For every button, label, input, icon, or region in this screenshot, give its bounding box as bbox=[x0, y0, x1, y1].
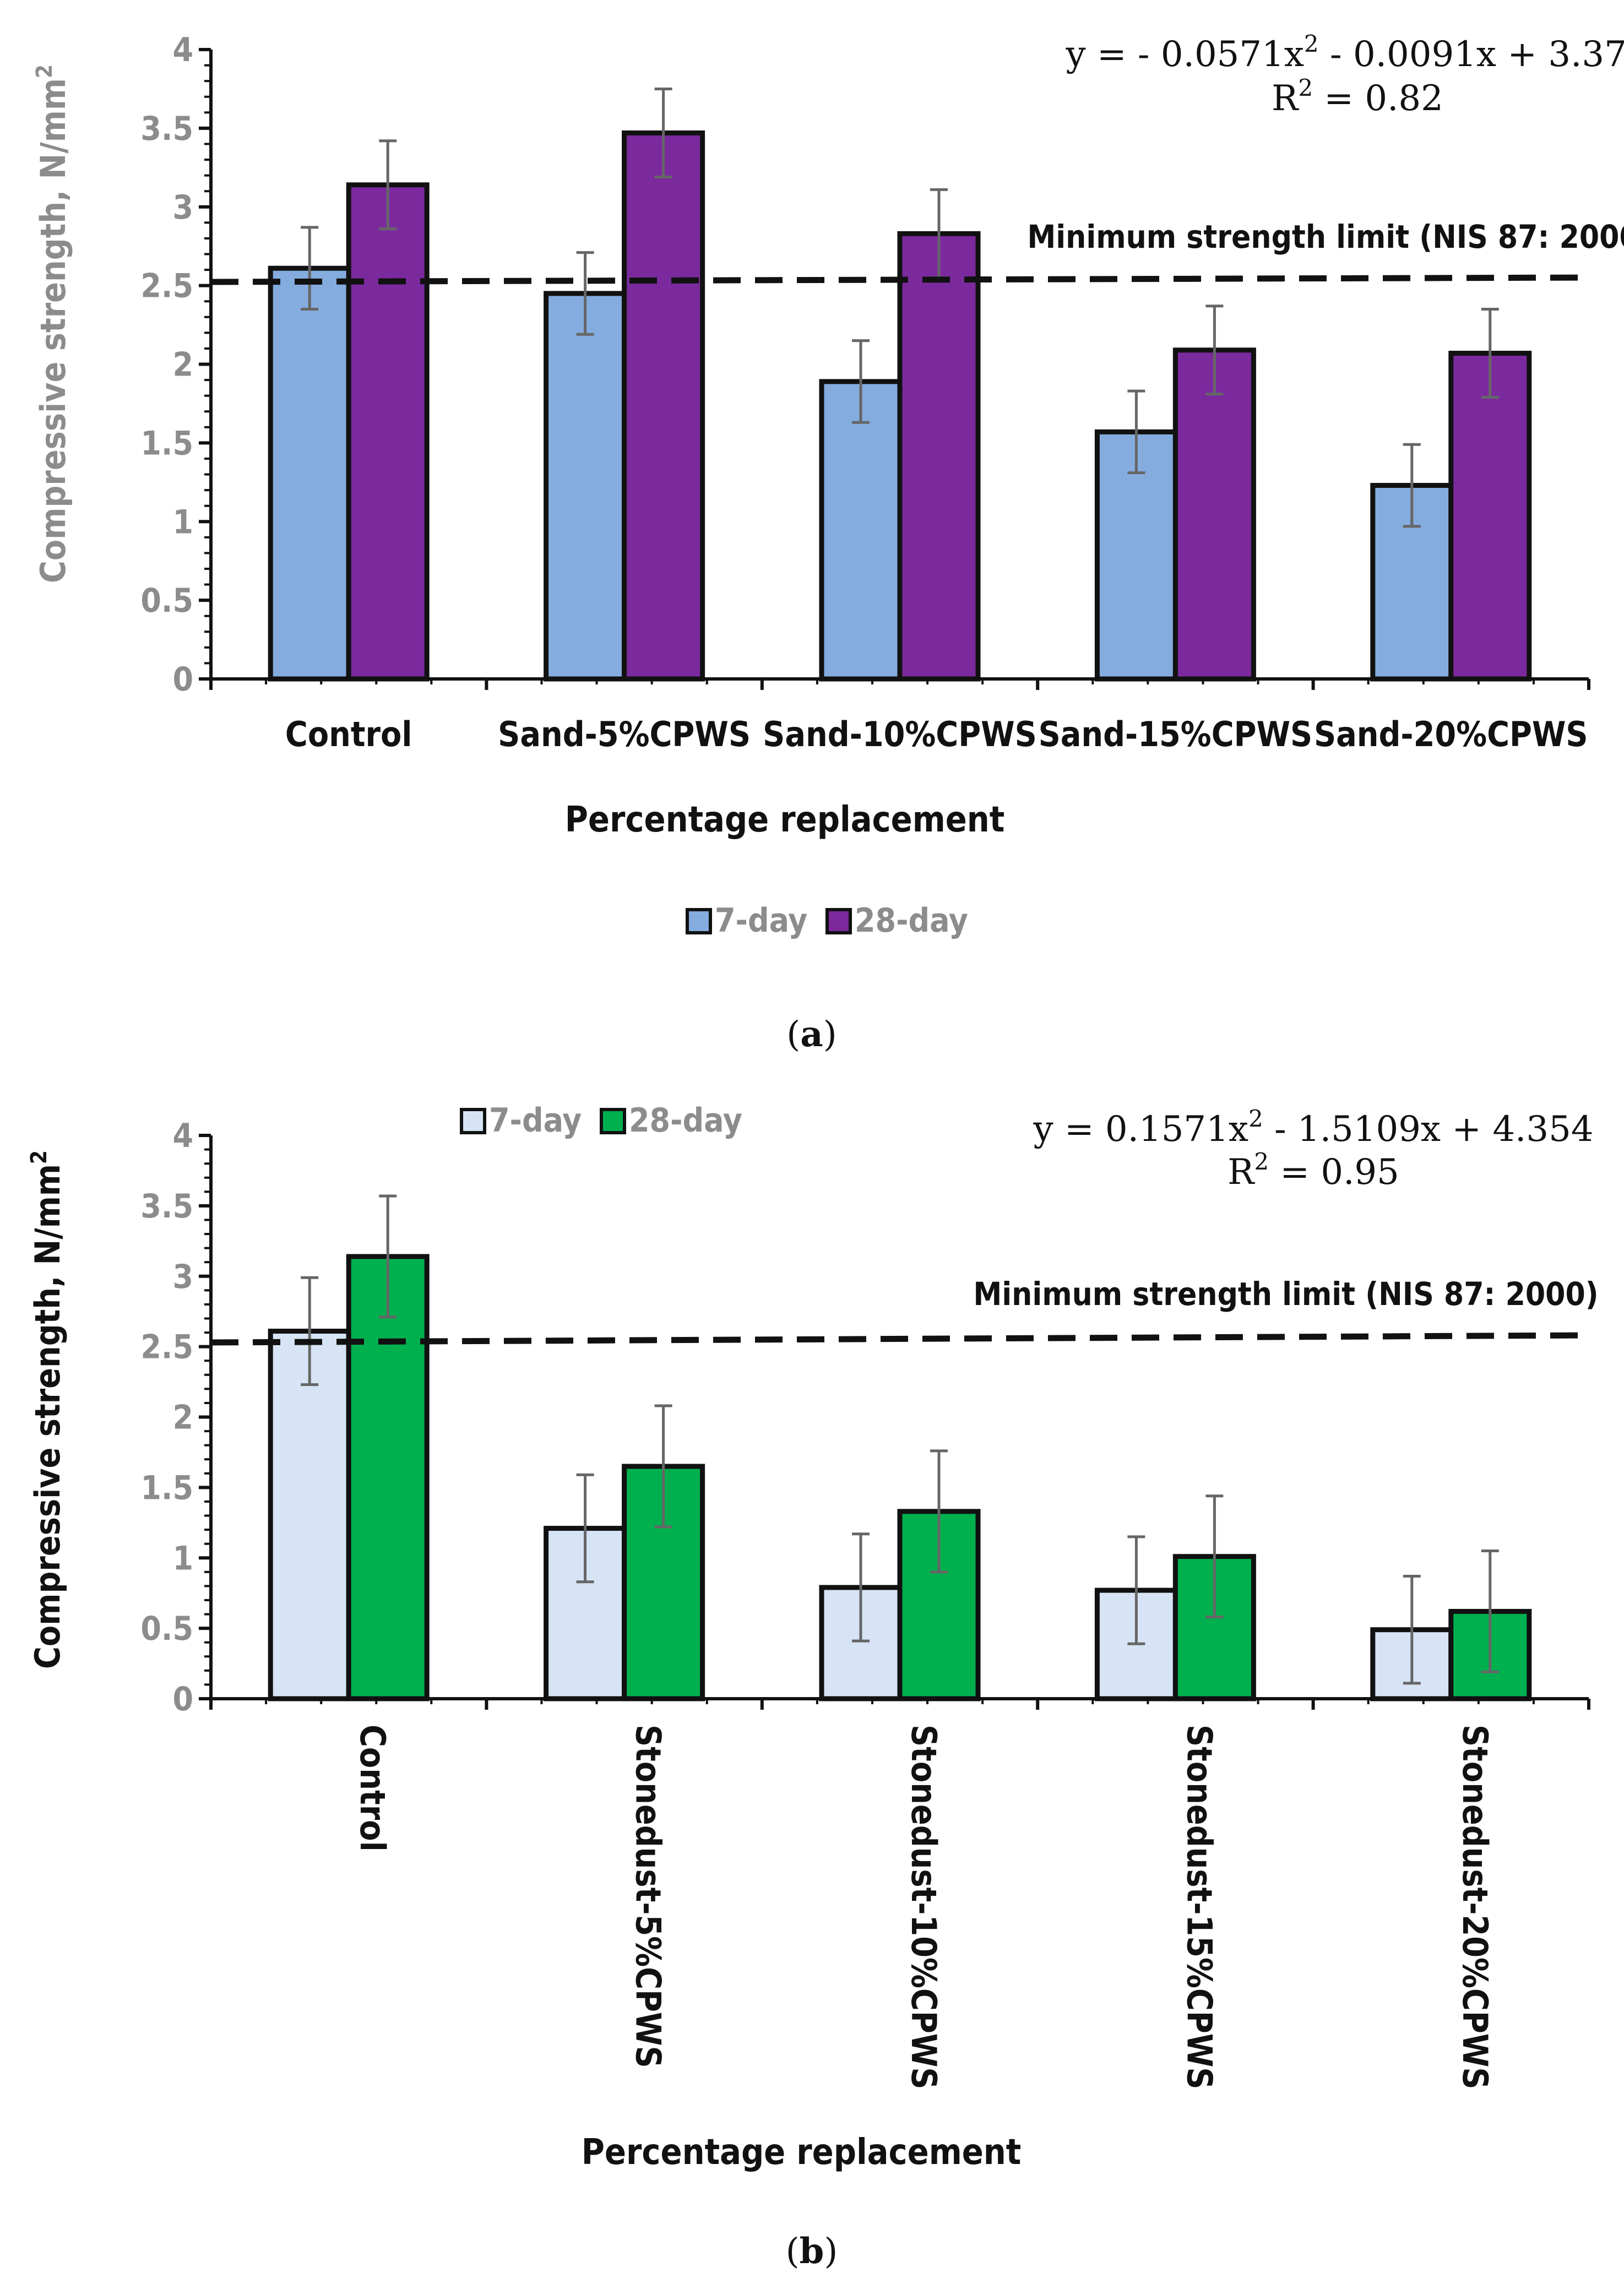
x-category-label: Stonedust-10%CPWS bbox=[904, 1725, 944, 2089]
legend-label-28-day: 28-day bbox=[855, 901, 968, 940]
bar-28-day-2 bbox=[622, 130, 705, 682]
error-bars-group bbox=[301, 87, 1499, 528]
y-tick-label: 0.5 bbox=[140, 1610, 193, 1648]
bar-28-day-1 bbox=[346, 182, 430, 682]
error-bar-28-day-1 bbox=[379, 1194, 397, 1319]
limit-label: Minimum strength limit (NIS 87: 2000) bbox=[1027, 218, 1624, 255]
bar-7-day-2 bbox=[544, 291, 627, 682]
error-bar-7-day-1 bbox=[301, 1276, 319, 1387]
legend-swatch-28-day bbox=[825, 908, 852, 934]
legend-label-28-day: 28-day bbox=[629, 1101, 742, 1140]
error-bars-group bbox=[301, 1194, 1499, 1685]
legend: 7-day 28-day bbox=[686, 901, 968, 940]
y-tick-labels: 0 0.5 1 1.5 2 2.5 3 3.5 4 bbox=[140, 31, 193, 699]
error-bar-7-day-4 bbox=[1127, 389, 1145, 475]
y-tick-labels: 0 0.5 1 1.5 2 2.5 3 3.5 4 bbox=[140, 1117, 193, 1719]
y-tick-label: 0 bbox=[172, 660, 193, 699]
x-category-labels: Control Sand-5%CPWS Sand-10%CPWS Sand-15%CP… bbox=[285, 714, 1588, 754]
y-tick-label: 3 bbox=[172, 188, 193, 227]
error-bar-28-day-4 bbox=[1205, 305, 1224, 396]
x-category-label: Control bbox=[352, 1725, 393, 1852]
legend-swatch-7-day bbox=[460, 1108, 486, 1134]
y-tick-label: 0.5 bbox=[140, 581, 193, 620]
y-axis-title: Compressive strength, N/mm2 bbox=[26, 1150, 68, 1669]
error-bar-7-day-1 bbox=[301, 226, 319, 311]
trend-equation: y = 0.1571x2 - 1.5109x + 4.354 bbox=[1033, 1105, 1593, 1150]
y-tick-label: 2.5 bbox=[140, 267, 193, 306]
axes-group bbox=[199, 48, 1590, 690]
r-squared: R2 = 0.95 bbox=[1227, 1148, 1399, 1193]
y-tick-label: 0 bbox=[172, 1680, 193, 1719]
error-bar-28-day-5 bbox=[1481, 1549, 1499, 1673]
error-bar-7-day-4 bbox=[1127, 1535, 1145, 1645]
r-squared: R2 = 0.82 bbox=[1272, 74, 1443, 119]
y-tick-label: 1.5 bbox=[140, 424, 193, 463]
error-bar-28-day-3 bbox=[930, 1449, 948, 1574]
legend-label-7-day: 7-day bbox=[715, 901, 807, 940]
y-tick-label: 1.5 bbox=[140, 1469, 193, 1507]
bar-28-day-5 bbox=[1448, 350, 1532, 682]
chart-panel-b: 0 0.5 1 1.5 2 2.5 3 3.5 4 Control Stonedust-5%CPW… bbox=[26, 1101, 1599, 2272]
trend-equation: y = - 0.0571x2 - 0.0091x + 3.376 bbox=[1065, 30, 1624, 75]
error-bar-7-day-3 bbox=[852, 1532, 870, 1643]
x-category-label: Control bbox=[285, 714, 412, 754]
error-bar-7-day-3 bbox=[852, 339, 870, 424]
bar-7-day-1 bbox=[268, 265, 351, 682]
y-tick-label: 2 bbox=[172, 346, 193, 384]
y-tick-label: 4 bbox=[172, 31, 193, 69]
y-tick-label: 3.5 bbox=[140, 110, 193, 148]
x-category-labels: Control Stonedust-5%CPWS Stonedust-10%CPWS… bbox=[352, 1725, 1495, 2089]
y-tick-label: 2 bbox=[172, 1399, 193, 1437]
x-category-label: Stonedust-15%CPWS bbox=[1179, 1725, 1219, 2089]
error-bar-28-day-2 bbox=[654, 87, 672, 178]
y-tick-label: 2.5 bbox=[140, 1328, 193, 1367]
chart-panel-a: 0 0.5 1 1.5 2 2.5 3 3.5 4 Control Sand-5%CPWS Sand… bbox=[32, 30, 1624, 1055]
panel-caption: (a) bbox=[786, 1014, 837, 1055]
x-category-label: Sand-20%CPWS bbox=[1314, 714, 1588, 754]
x-axis-title: Percentage replacement bbox=[565, 800, 1005, 840]
error-bar-28-day-1 bbox=[379, 139, 397, 231]
error-bar-7-day-2 bbox=[576, 1473, 594, 1584]
bar-7-day-1 bbox=[268, 1328, 351, 1701]
legend-swatch-7-day bbox=[686, 908, 712, 934]
y-tick-label: 3 bbox=[172, 1258, 193, 1296]
bar-7-day-3 bbox=[819, 379, 903, 682]
x-category-label: Sand-10%CPWS bbox=[763, 714, 1037, 754]
bar-28-day-1 bbox=[346, 1254, 430, 1701]
error-bar-28-day-4 bbox=[1205, 1494, 1224, 1619]
legend: 7-day 28-day bbox=[460, 1101, 742, 1140]
legend-swatch-28-day bbox=[600, 1108, 626, 1134]
y-tick-label: 4 bbox=[172, 1117, 193, 1155]
legend-label-7-day: 7-day bbox=[489, 1101, 582, 1140]
y-tick-label: 3.5 bbox=[140, 1187, 193, 1226]
x-category-label: Stonedust-5%CPWS bbox=[628, 1725, 669, 2068]
x-category-label: Stonedust-20%CPWS bbox=[1455, 1725, 1495, 2089]
bars-group bbox=[268, 130, 1532, 682]
x-category-label: Sand-15%CPWS bbox=[1039, 714, 1313, 754]
axes-group bbox=[199, 1134, 1590, 1710]
error-bar-7-day-5 bbox=[1403, 443, 1421, 528]
bars-group bbox=[268, 1254, 1532, 1701]
y-axis-title: Compressive strength, N/mm2 bbox=[32, 64, 73, 583]
error-bar-28-day-5 bbox=[1481, 307, 1499, 399]
panel-caption: (b) bbox=[786, 2231, 838, 2272]
y-tick-label: 1 bbox=[172, 503, 193, 541]
x-axis-title: Percentage replacement bbox=[582, 2132, 1022, 2173]
limit-label: Minimum strength limit (NIS 87: 2000) bbox=[973, 1275, 1598, 1313]
bar-28-day-4 bbox=[1172, 347, 1256, 682]
error-bar-7-day-2 bbox=[576, 251, 594, 336]
limit-line bbox=[210, 1332, 1589, 1346]
limit-line bbox=[210, 274, 1589, 285]
y-tick-label: 1 bbox=[172, 1539, 193, 1578]
x-category-label: Sand-5%CPWS bbox=[498, 714, 751, 754]
error-bar-7-day-5 bbox=[1403, 1574, 1421, 1685]
bar-28-day-3 bbox=[897, 231, 981, 682]
error-bar-28-day-2 bbox=[654, 1404, 672, 1529]
